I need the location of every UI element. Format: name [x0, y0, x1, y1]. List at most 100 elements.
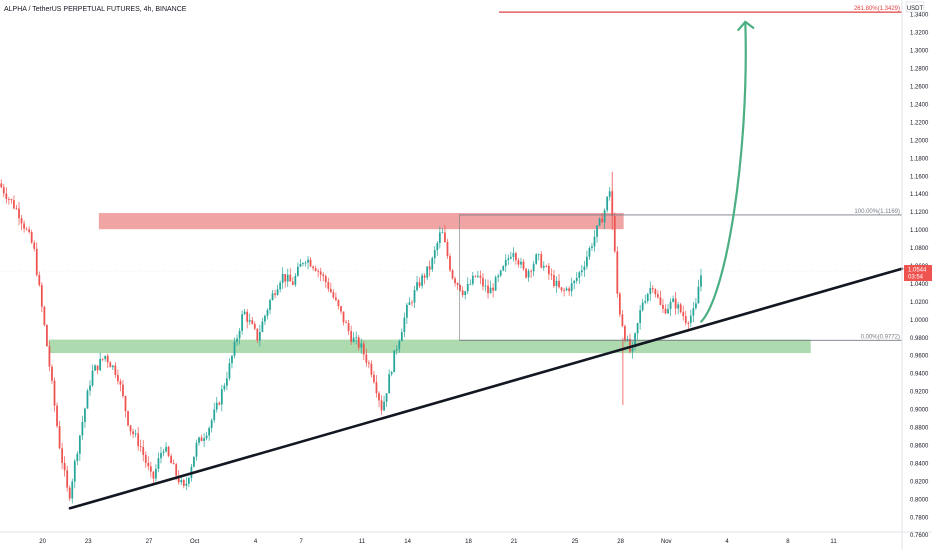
- candle-body: [608, 191, 611, 197]
- price-tick-label: 1.1400: [910, 192, 929, 198]
- price-tick-label: 0.9600: [910, 354, 929, 360]
- candle-body: [568, 288, 571, 292]
- candle-body: [175, 464, 178, 476]
- candle-body: [598, 218, 601, 226]
- candle-body: [479, 275, 482, 278]
- candle-body: [170, 455, 173, 464]
- candle-body: [547, 265, 550, 275]
- candle-body: [84, 408, 86, 423]
- candle-body: [63, 462, 66, 471]
- price-tick-label: 0.9400: [910, 372, 929, 378]
- candle-body: [558, 280, 560, 288]
- candle-body: [0, 183, 3, 188]
- time-tick-label: 23: [85, 539, 92, 545]
- candle-body: [40, 285, 43, 307]
- candle-body: [335, 297, 337, 301]
- candle-body: [241, 314, 243, 331]
- candle-body: [304, 262, 307, 264]
- candle-body: [122, 384, 124, 397]
- candle-body: [553, 275, 555, 287]
- candle-body: [497, 275, 500, 278]
- candle-body: [474, 275, 477, 277]
- candle-body: [669, 301, 672, 309]
- candle-body: [350, 331, 353, 342]
- candle-body: [91, 370, 94, 386]
- candle-body: [165, 446, 167, 452]
- candle-body: [218, 402, 221, 405]
- price-axis: 0.7600 0.7800 0.8000 0.8200 0.8400 0.8600 0.88…: [901, 0, 932, 550]
- candle-body: [13, 200, 15, 209]
- time-tick-label: 11: [359, 539, 366, 545]
- candle-body: [291, 281, 294, 285]
- candle-body: [575, 277, 578, 281]
- candle-body: [160, 452, 162, 459]
- candle-body: [269, 300, 271, 310]
- candle-body: [332, 292, 335, 298]
- candle-body: [347, 323, 350, 332]
- candle-body: [96, 365, 99, 371]
- candle-body: [593, 236, 596, 247]
- candle-body: [48, 346, 51, 367]
- fib-level-label: 0.00%(0.9772): [861, 334, 900, 340]
- candle-body: [352, 337, 355, 342]
- time-tick-label: Oct: [190, 539, 200, 545]
- candle-body: [565, 288, 568, 291]
- resistance-zone: [98, 213, 624, 230]
- candle-body: [357, 337, 360, 348]
- candle-body: [198, 437, 200, 443]
- candle-body: [413, 290, 416, 303]
- candle-body: [667, 308, 669, 314]
- candle-body: [231, 355, 233, 364]
- price-tick-label: 0.8600: [910, 443, 929, 449]
- candle-body: [639, 310, 642, 324]
- candle-body: [591, 246, 593, 248]
- candle-body: [213, 409, 216, 421]
- candle-body: [38, 275, 41, 286]
- time-tick-label: 27: [146, 539, 153, 545]
- candle-body: [258, 331, 261, 341]
- candle-body: [86, 390, 89, 409]
- candle-body: [23, 223, 25, 229]
- candle-body: [563, 290, 565, 291]
- candle-body: [319, 271, 322, 275]
- price-tick-label: 1.2400: [910, 102, 929, 108]
- candle-body: [697, 286, 700, 304]
- time-tick-label: 20: [39, 539, 46, 545]
- candle-body: [398, 341, 401, 350]
- candle-body: [580, 270, 583, 273]
- candle-body: [471, 275, 474, 284]
- candle-body: [525, 268, 527, 278]
- candle-body: [142, 447, 145, 455]
- candle-body: [71, 481, 74, 499]
- candle-body: [438, 232, 441, 244]
- candle-body: [431, 258, 434, 270]
- candle-body: [487, 285, 489, 294]
- candle-body: [30, 232, 33, 243]
- candle-body: [78, 435, 81, 454]
- candle-body: [603, 210, 606, 223]
- support-zone: [48, 339, 811, 354]
- candle-body: [236, 338, 238, 342]
- time-tick-label: 25: [572, 539, 579, 545]
- price-tick-label: 0.8800: [910, 426, 929, 432]
- candle-body: [286, 274, 289, 282]
- candle-body: [35, 248, 38, 276]
- candle-body: [373, 374, 375, 383]
- candle-body: [109, 362, 112, 368]
- candle-body: [25, 228, 28, 230]
- candle-body: [530, 270, 533, 272]
- candle-body: [507, 258, 510, 261]
- candle-body: [664, 308, 667, 314]
- candle-body: [383, 401, 385, 411]
- price-tick-label: 1.2600: [910, 85, 929, 91]
- candle-body: [464, 291, 467, 296]
- candle-body: [651, 288, 654, 290]
- price-tick-label: 1.0800: [910, 246, 929, 252]
- candle-body: [307, 259, 309, 263]
- candle-body: [99, 358, 102, 371]
- candle-body: [314, 268, 317, 271]
- candle-body: [446, 242, 449, 257]
- candle-body: [535, 254, 538, 264]
- candle-body: [684, 316, 687, 323]
